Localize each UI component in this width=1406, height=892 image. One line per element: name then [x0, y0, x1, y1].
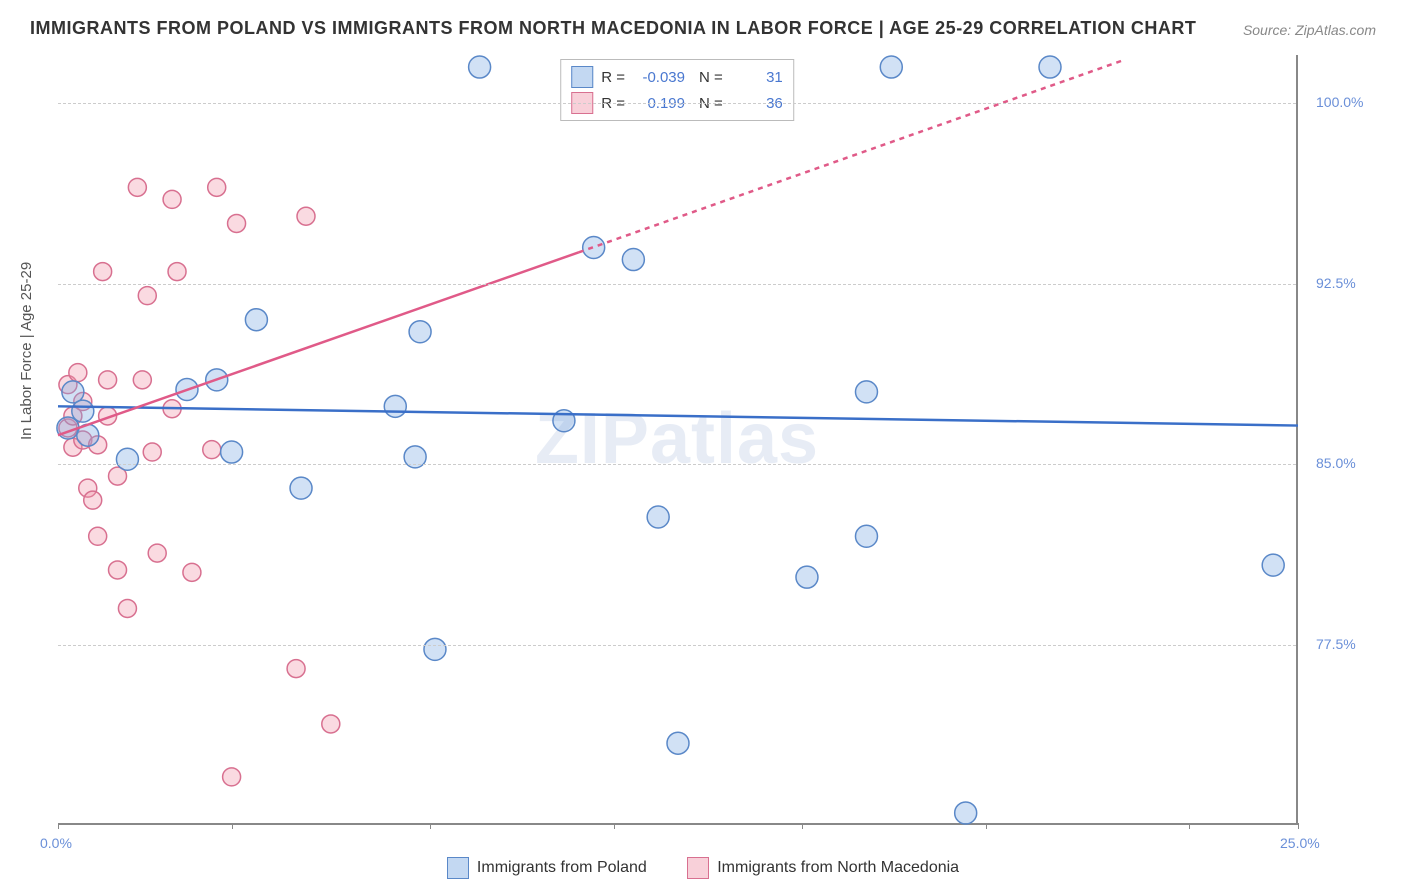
data-point — [796, 566, 818, 588]
data-point — [69, 364, 87, 382]
data-point — [955, 802, 977, 824]
y-tick-label: 92.5% — [1316, 275, 1356, 291]
data-point — [667, 732, 689, 754]
data-point — [183, 563, 201, 581]
data-point — [128, 178, 146, 196]
data-point — [1039, 56, 1061, 78]
y-tick-label: 100.0% — [1316, 94, 1363, 110]
x-tick — [614, 823, 615, 829]
data-point — [647, 506, 669, 528]
data-point — [424, 638, 446, 660]
data-point — [221, 441, 243, 463]
legend-item-macedonia: Immigrants from North Macedonia — [687, 857, 959, 879]
data-point — [1262, 554, 1284, 576]
data-point — [880, 56, 902, 78]
x-tick-label: 0.0% — [40, 835, 72, 851]
regression-line — [58, 406, 1298, 425]
data-point — [287, 660, 305, 678]
data-point — [208, 178, 226, 196]
data-point — [94, 263, 112, 281]
x-tick — [986, 823, 987, 829]
data-point — [84, 491, 102, 509]
data-point — [203, 441, 221, 459]
data-point — [290, 477, 312, 499]
swatch-icon — [447, 857, 469, 879]
swatch-icon — [687, 857, 709, 879]
data-point — [583, 237, 605, 259]
data-point — [109, 561, 127, 579]
data-point — [168, 263, 186, 281]
data-point — [245, 309, 267, 331]
data-point — [622, 249, 644, 271]
y-tick-label: 85.0% — [1316, 455, 1356, 471]
data-point — [855, 525, 877, 547]
data-point — [855, 381, 877, 403]
x-tick — [1298, 823, 1299, 829]
data-point — [384, 395, 406, 417]
data-point — [133, 371, 151, 389]
y-axis-title: In Labor Force | Age 25-29 — [18, 262, 35, 440]
data-point — [297, 207, 315, 225]
data-point — [223, 768, 241, 786]
x-tick — [802, 823, 803, 829]
data-point — [72, 400, 94, 422]
data-point — [99, 371, 117, 389]
legend-label-macedonia: Immigrants from North Macedonia — [717, 859, 959, 877]
gridline-h — [58, 284, 1296, 285]
gridline-h — [58, 645, 1296, 646]
x-tick — [1189, 823, 1190, 829]
gridline-h — [58, 464, 1296, 465]
data-point — [148, 544, 166, 562]
data-point — [62, 381, 84, 403]
regression-line — [58, 252, 579, 435]
gridline-h — [58, 103, 1296, 104]
x-tick-label: 25.0% — [1280, 835, 1320, 851]
data-point — [322, 715, 340, 733]
x-tick — [430, 823, 431, 829]
plot-area: ZIPatlas R = -0.039 N = 31 R = 0.199 N =… — [58, 55, 1298, 825]
regression-line — [579, 60, 1125, 253]
data-point — [138, 287, 156, 305]
data-point — [143, 443, 161, 461]
y-tick-label: 77.5% — [1316, 636, 1356, 652]
source-label: Source: ZipAtlas.com — [1243, 22, 1376, 38]
data-point — [469, 56, 491, 78]
data-point — [89, 527, 107, 545]
data-point — [118, 599, 136, 617]
legend-item-poland: Immigrants from Poland — [447, 857, 647, 879]
x-tick — [232, 823, 233, 829]
scatter-svg — [58, 55, 1296, 823]
legend-label-poland: Immigrants from Poland — [477, 859, 647, 877]
data-point — [228, 214, 246, 232]
series-legend: Immigrants from Poland Immigrants from N… — [0, 857, 1406, 884]
data-point — [116, 448, 138, 470]
chart-title: IMMIGRANTS FROM POLAND VS IMMIGRANTS FRO… — [30, 18, 1196, 39]
x-tick — [58, 823, 59, 829]
data-point — [163, 190, 181, 208]
data-point — [409, 321, 431, 343]
